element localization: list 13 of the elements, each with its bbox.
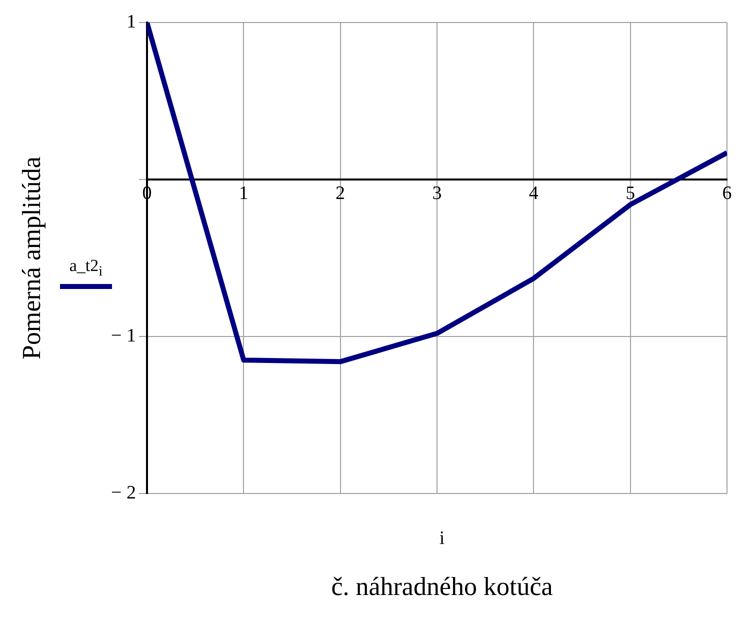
x-tick-label: 3 [432, 182, 442, 204]
x-tick-label: 4 [528, 182, 539, 204]
x-tick-label: 6 [722, 182, 732, 204]
x-tick-label: 5 [626, 182, 636, 204]
text: a_t2$_{i}$ [69, 256, 103, 280]
y-tick-label: − 2 [110, 482, 136, 504]
y-tick-label: − 1 [110, 326, 136, 347]
y-tick-label: 1 [126, 11, 136, 32]
x-tick-label: 2 [336, 182, 346, 204]
y-axis-title: Pomerná amplitúda [17, 156, 47, 360]
x-axis-title: č. náhradného kotúča [330, 572, 554, 602]
text: i [438, 528, 446, 550]
x-tick-label: 1 [238, 182, 248, 204]
